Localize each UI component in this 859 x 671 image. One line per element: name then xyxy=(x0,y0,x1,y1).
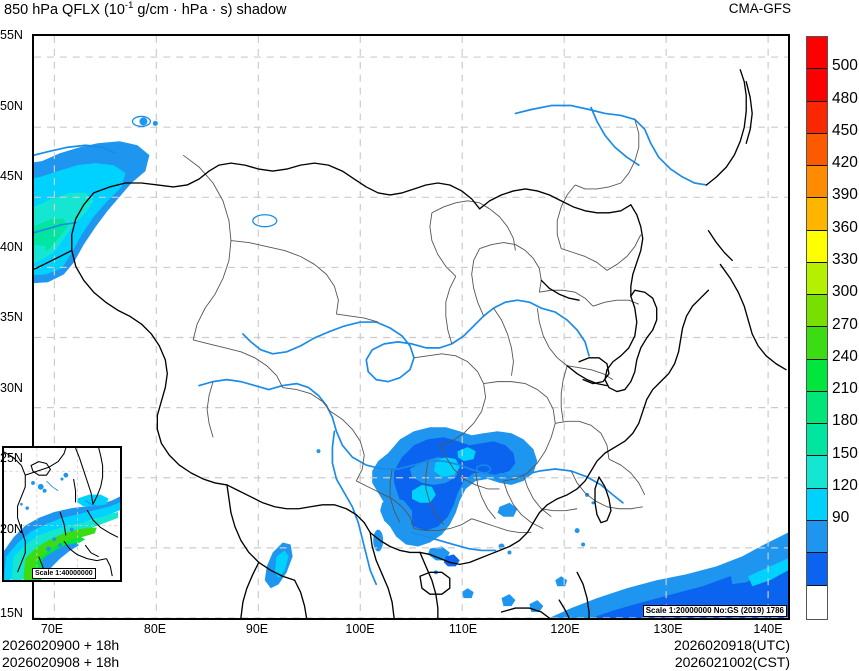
colorbar-tick-210: 210 xyxy=(832,380,858,398)
colorbar-band-11 xyxy=(807,391,827,425)
lon-label-130e: 130E xyxy=(653,622,683,636)
colorbar-band-17 xyxy=(807,585,827,618)
lon-label-80e: 80E xyxy=(143,622,167,636)
colorbar-band-7 xyxy=(807,262,827,296)
colorbar-tick-360: 360 xyxy=(832,218,858,236)
colorbar-band-3 xyxy=(807,133,827,167)
colorbar-band-5 xyxy=(807,198,827,231)
lat-label-40n: 40N xyxy=(0,240,23,254)
valid-time-cst: 2026021002(CST) xyxy=(674,654,790,670)
colorbar-tick-390: 390 xyxy=(832,186,858,204)
colorbar-tick-420: 420 xyxy=(832,154,858,172)
shading-northwest xyxy=(34,141,150,284)
shading-south-china-sea xyxy=(461,532,788,618)
shading-south-china xyxy=(372,427,538,567)
map-scale-label: Scale 1:20000000 No:GS (2019) 1786 xyxy=(642,605,787,617)
colorbar-tick-270: 270 xyxy=(832,315,858,333)
title-exponent: -1 xyxy=(124,0,134,11)
title-prefix: 850 hPa QFLX (10 xyxy=(4,1,125,18)
lon-label-110e: 110E xyxy=(448,622,478,636)
lat-label-15n: 15N xyxy=(0,606,23,620)
title-suffix: g/cm · hPa · s) shadow xyxy=(133,1,287,18)
lat-label-50n: 50N xyxy=(0,99,23,113)
colorbar-band-12 xyxy=(807,424,827,457)
valid-time-utc: 2026020918(UTC) xyxy=(674,637,790,653)
lon-label-120e: 120E xyxy=(550,622,580,636)
lat-label-35n: 35N xyxy=(0,310,23,324)
inset-scale-label: Scale 1:40000000 xyxy=(32,568,96,579)
lon-label-140e: 140E xyxy=(753,622,783,636)
colorbar-tick-180: 180 xyxy=(832,412,858,430)
gridlines xyxy=(34,36,788,618)
colorbar-band-1 xyxy=(807,69,827,102)
lon-label-90e: 90E xyxy=(245,622,269,636)
province-boundaries xyxy=(182,119,646,534)
lat-label-30n: 30N xyxy=(0,381,23,395)
map-panel[interactable]: Scale 1:20000000 No:GS (2019) 1786 xyxy=(32,34,790,620)
colorbar-tick-330: 330 xyxy=(832,250,858,268)
lat-label-25n: 25N xyxy=(0,451,23,465)
init-time-utc: 2026020900 + 18h xyxy=(2,637,120,653)
colorbar-band-10 xyxy=(807,359,827,392)
colorbar-band-6 xyxy=(807,230,827,263)
colorbar-tick-90: 90 xyxy=(832,509,850,527)
colorbar-band-9 xyxy=(807,327,827,360)
colorbar-band-15 xyxy=(807,520,827,554)
shading-bengal xyxy=(264,542,293,589)
page-title: 850 hPa QFLX (10-1 g/cm · hPa · s) shado… xyxy=(4,0,286,18)
colorbar[interactable] xyxy=(806,36,828,620)
coastlines xyxy=(34,69,787,618)
colorbar-band-4 xyxy=(807,166,827,199)
rivers xyxy=(34,104,708,586)
colorbar-band-16 xyxy=(807,553,827,586)
inset-map-canvas xyxy=(4,448,120,580)
colorbar-band-8 xyxy=(807,295,827,328)
lakes xyxy=(131,115,509,482)
lat-label-20n: 20N xyxy=(0,522,23,536)
colorbar-band-14 xyxy=(807,488,827,521)
map-canvas xyxy=(34,36,788,618)
lon-label-100e: 100E xyxy=(345,622,375,636)
colorbar-tick-500: 500 xyxy=(832,57,858,75)
colorbar-tick-450: 450 xyxy=(832,121,858,139)
lon-label-70e: 70E xyxy=(40,622,64,636)
inset-map-panel[interactable]: Scale 1:40000000 xyxy=(2,446,122,582)
model-label: CMA-GFS xyxy=(728,1,791,16)
lat-label-45n: 45N xyxy=(0,169,23,183)
colorbar-tick-150: 150 xyxy=(832,444,858,462)
colorbar-tick-480: 480 xyxy=(832,89,858,107)
init-time-cst: 2026020908 + 18h xyxy=(2,654,120,670)
colorbar-band-13 xyxy=(807,456,827,489)
colorbar-tick-300: 300 xyxy=(832,283,858,301)
colorbar-tick-240: 240 xyxy=(832,347,858,365)
lat-label-55n: 55N xyxy=(0,28,23,42)
colorbar-band-0 xyxy=(807,37,827,70)
colorbar-tick-120: 120 xyxy=(832,476,858,494)
colorbar-band-2 xyxy=(807,101,827,134)
